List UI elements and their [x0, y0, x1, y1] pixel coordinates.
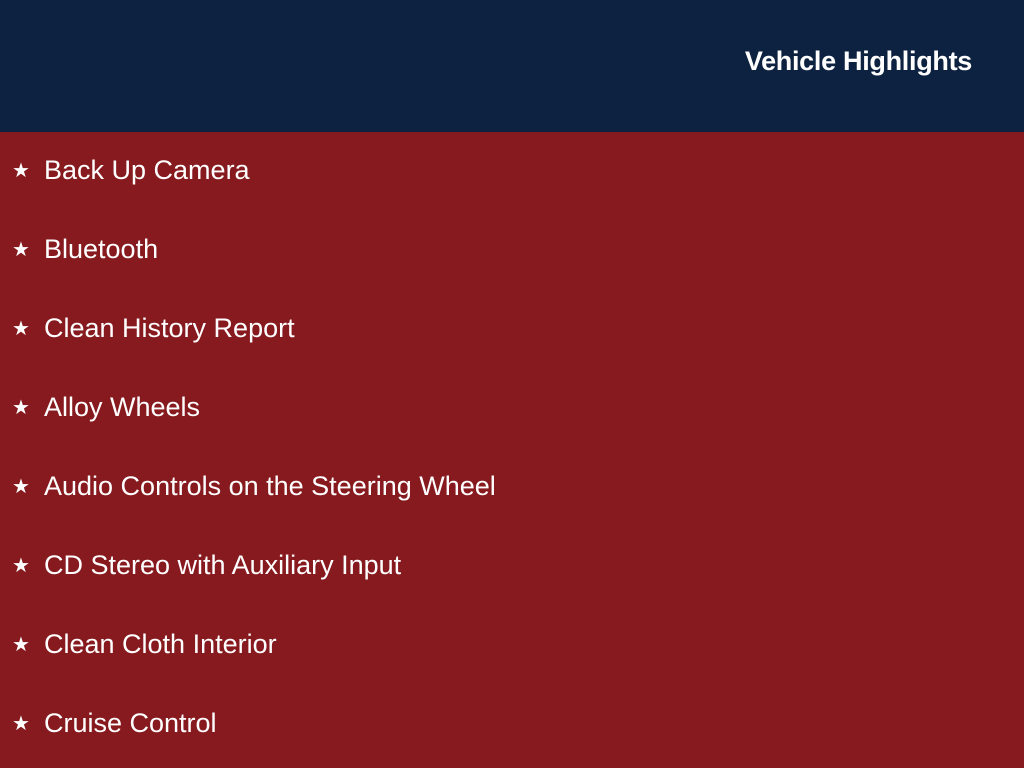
page-title: Vehicle Highlights [744, 46, 972, 76]
highlight-item: ★ Bluetooth [12, 229, 158, 269]
highlight-item: ★ Cruise Control [12, 703, 217, 743]
highlight-item: ★ Clean Cloth Interior [12, 624, 277, 664]
highlight-label: Clean Cloth Interior [44, 628, 277, 659]
star-icon: ★ [12, 554, 30, 577]
header-bar: Vehicle Highlights [0, 0, 1024, 132]
star-icon: ★ [12, 159, 30, 182]
star-icon: ★ [12, 238, 30, 261]
star-icon: ★ [12, 633, 30, 656]
highlight-item: ★ Back Up Camera [12, 150, 250, 190]
highlight-label: CD Stereo with Auxiliary Input [44, 549, 402, 580]
star-icon: ★ [12, 475, 30, 498]
highlight-label: Cruise Control [44, 707, 217, 738]
star-icon: ★ [12, 712, 30, 735]
highlight-item: ★ Clean History Report [12, 308, 295, 348]
highlight-item: ★ Alloy Wheels [12, 387, 200, 427]
highlight-item: ★ Audio Controls on the Steering Wheel [12, 466, 496, 506]
highlight-label: Audio Controls on the Steering Wheel [44, 470, 496, 501]
star-icon: ★ [12, 317, 30, 340]
highlight-label: Bluetooth [44, 233, 159, 264]
highlight-label: Back Up Camera [44, 154, 250, 185]
highlight-item: ★ CD Stereo with Auxiliary Input [12, 545, 401, 585]
highlight-label: Clean History Report [44, 312, 295, 343]
star-icon: ★ [12, 396, 30, 419]
highlight-label: Alloy Wheels [44, 391, 201, 422]
